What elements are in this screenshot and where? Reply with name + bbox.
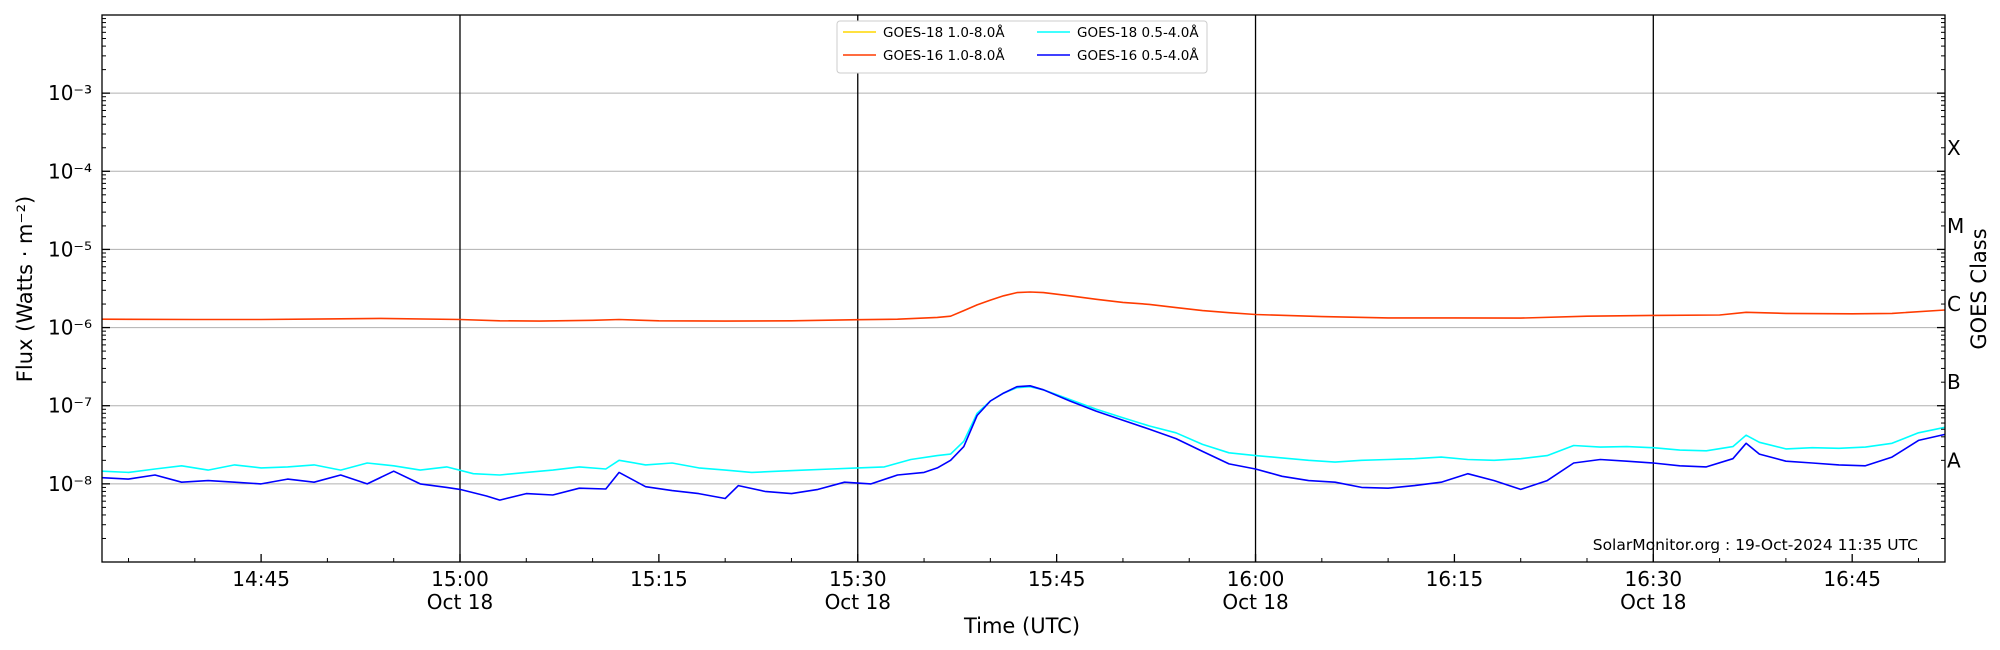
x-tick-label: 16:30 (1624, 567, 1682, 591)
x-tick-label: 14:45 (232, 567, 290, 591)
x-tick-label: 15:45 (1028, 567, 1086, 591)
x-tick-label: 15:15 (630, 567, 688, 591)
y-tick-label: 10⁻⁵ (48, 237, 92, 261)
y-tick-label: 10⁻³ (48, 81, 92, 105)
x-tick-sublabel: Oct 18 (825, 590, 891, 614)
legend-label: GOES-16 0.5-4.0Å (1077, 47, 1199, 64)
y-tick-label: 10⁻⁸ (48, 472, 92, 496)
goes-class-axis-title: GOES Class (1967, 228, 1991, 349)
x-tick-label: 15:30 (829, 567, 887, 591)
goes-class-label: B (1947, 370, 1961, 394)
x-axis-title: Time (UTC) (963, 614, 1080, 638)
x-tick-label: 15:00 (431, 567, 489, 591)
y-tick-label: 10⁻⁴ (48, 159, 92, 183)
legend-box (836, 20, 1208, 74)
goes-class-label: C (1947, 292, 1961, 316)
x-tick-label: 16:15 (1426, 567, 1484, 591)
x-tick-sublabel: Oct 18 (427, 590, 493, 614)
flux-series (101, 291, 1946, 501)
y-tick-label: 10⁻⁷ (48, 394, 92, 418)
goes-class-label: A (1947, 448, 1961, 472)
axis-ticks (102, 18, 1945, 562)
y-tick-label: 10⁻⁶ (48, 316, 92, 340)
x-tick-label: 16:45 (1823, 567, 1881, 591)
x-tick-sublabel: Oct 18 (1620, 590, 1686, 614)
series-line-2 (101, 385, 1946, 476)
series-line-1 (101, 291, 1946, 322)
plot-frame (101, 14, 1946, 563)
legend: GOES-18 1.0-8.0Å GOES-16 1.0-8.0Å GOES-18 … (836, 20, 1208, 74)
goes-class-labels: A B C M X (1947, 136, 1964, 473)
gridlines (102, 92, 1945, 485)
y-tick-labels: 10⁻⁸ 10⁻⁷ 10⁻⁶ 10⁻⁵ 10⁻⁴ 10⁻³ (48, 81, 92, 496)
y-axis-title: Flux (Watts · m⁻²) (13, 196, 37, 382)
x-tick-label: 16:00 (1227, 567, 1285, 591)
legend-label: GOES-16 1.0-8.0Å (883, 47, 1005, 64)
legend-label: GOES-18 0.5-4.0Å (1077, 24, 1199, 41)
goes-class-label: M (1947, 214, 1964, 238)
goes-class-label: X (1947, 136, 1961, 160)
series-line-3 (101, 384, 1946, 501)
legend-label: GOES-18 1.0-8.0Å (883, 24, 1005, 41)
credit-text: SolarMonitor.org : 19-Oct-2024 11:35 UTC (1593, 536, 1918, 554)
day-boundary-lines (459, 15, 1654, 562)
x-tick-sublabel: Oct 18 (1222, 590, 1288, 614)
